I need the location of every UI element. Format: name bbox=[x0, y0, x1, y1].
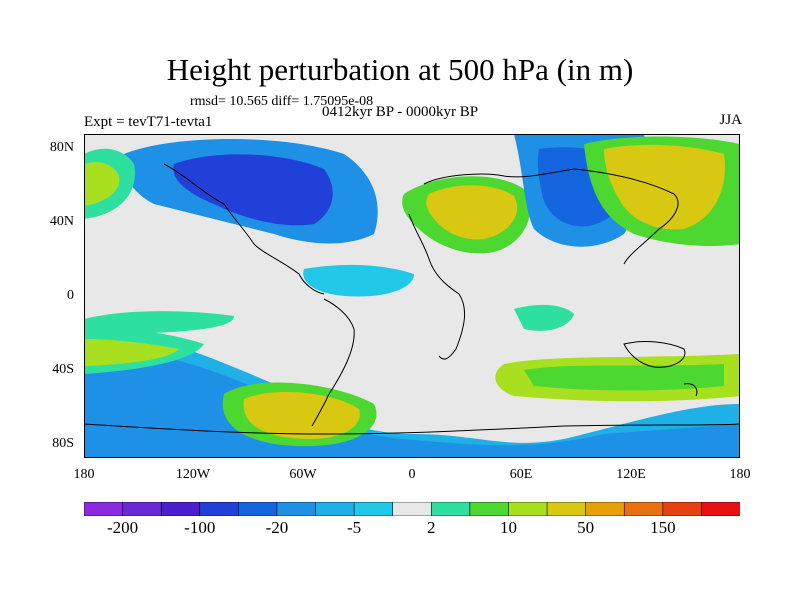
lat-label-80n: 80N bbox=[49, 140, 74, 155]
colorbar-swatch bbox=[585, 502, 626, 516]
height-perturbation-map bbox=[84, 134, 740, 458]
colorbar-label: 50 bbox=[577, 518, 595, 537]
lon-label-0: 0 bbox=[408, 467, 416, 482]
colorbar-swatch bbox=[353, 502, 394, 516]
contour-namerica-deep bbox=[173, 154, 333, 226]
contour-south-yellow bbox=[243, 391, 360, 439]
stats-text: rmsd= 10.565 diff= 1.75095e-08 bbox=[190, 94, 374, 109]
colorbar-swatch bbox=[392, 502, 433, 516]
colorbar-label: -100 bbox=[184, 518, 216, 537]
lat-label-80s: 80S bbox=[52, 436, 74, 451]
contour-southindian-green bbox=[524, 364, 724, 391]
contour-europe-yellow bbox=[426, 185, 518, 240]
lat-label-40n: 40N bbox=[49, 214, 74, 229]
colorbar-label: -200 bbox=[106, 518, 139, 537]
colorbar-swatch bbox=[315, 502, 355, 516]
colorbar-label: -20 bbox=[265, 518, 289, 537]
colorbar-swatch bbox=[508, 502, 548, 516]
colorbar-swatch bbox=[662, 502, 703, 516]
colorbar bbox=[84, 502, 740, 516]
experiment-text: Expt = tevT71-tevta1 bbox=[84, 114, 213, 130]
colorbar-swatch bbox=[160, 502, 201, 516]
colorbar-label: 150 bbox=[650, 518, 676, 537]
contour-swpacific-inner bbox=[84, 339, 179, 366]
figure-title: Height perturbation at 500 hPa (in m) bbox=[166, 52, 634, 87]
lat-label-40s: 40S bbox=[52, 362, 74, 377]
lon-label-60w: 60W bbox=[289, 467, 317, 482]
colorbar-label: 2 bbox=[427, 518, 436, 537]
lon-label-60e: 60E bbox=[509, 467, 533, 482]
season-text: JJA bbox=[719, 112, 742, 128]
colorbar-swatch bbox=[238, 502, 278, 516]
colorbar-swatch bbox=[430, 502, 471, 516]
lat-label-0: 0 bbox=[67, 288, 74, 303]
lon-label-120e: 120E bbox=[616, 467, 646, 482]
contour-tropatlantic bbox=[303, 264, 414, 297]
colorbar-swatch bbox=[623, 502, 664, 516]
colorbar-swatch bbox=[122, 502, 162, 516]
contour-wpacific-yellowgreen bbox=[84, 162, 120, 206]
colorbar-swatch bbox=[469, 502, 510, 516]
lon-label-180w: 180 bbox=[73, 467, 95, 482]
contour-tropical-green bbox=[84, 311, 234, 334]
colorbar-label: 10 bbox=[499, 518, 517, 537]
coastlines bbox=[84, 163, 740, 435]
map-frame bbox=[84, 134, 740, 458]
colorbar-swatch bbox=[701, 502, 740, 516]
contour-indian-green bbox=[514, 304, 574, 331]
contour-npacific-yellow bbox=[604, 144, 725, 230]
colorbar-swatch bbox=[199, 502, 240, 516]
colorbar-swatch bbox=[84, 502, 124, 516]
period-text: 0412kyr BP - 0000kyr BP bbox=[322, 104, 479, 120]
colorbar-label: -5 bbox=[347, 518, 362, 537]
colorbar-swatch bbox=[276, 502, 317, 516]
lon-label-180e: 180 bbox=[729, 467, 751, 482]
lon-label-120w: 120W bbox=[175, 467, 211, 482]
colorbar-swatch bbox=[546, 502, 587, 516]
